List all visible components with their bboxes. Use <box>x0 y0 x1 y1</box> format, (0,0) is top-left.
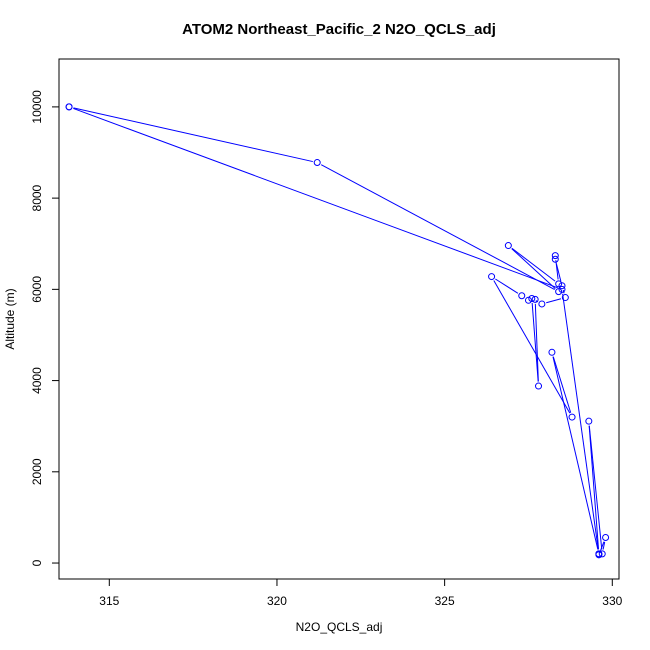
series-segment <box>555 260 559 280</box>
y-tick-label: 6000 <box>30 276 44 303</box>
y-axis: 0 2000 4000 6000 8000 10000 <box>30 90 60 566</box>
series-segment <box>562 293 599 550</box>
y-axis-label: Altitude (m) <box>3 288 17 349</box>
data-point <box>531 295 539 303</box>
data-point <box>561 294 569 302</box>
data-point <box>313 159 321 167</box>
x-tick-label: 330 <box>602 594 622 608</box>
data-points-group <box>65 103 610 559</box>
data-point <box>558 285 566 293</box>
series-segment <box>600 541 605 551</box>
data-point <box>535 382 543 390</box>
series-segment <box>495 278 519 294</box>
x-tick-label: 325 <box>435 594 455 608</box>
x-tick-label: 315 <box>99 594 119 608</box>
series-segment <box>588 425 603 550</box>
data-point <box>538 300 546 308</box>
chart-title: ATOM2 Northeast_Pacific_2 N2O_QCLS_adj <box>182 21 496 38</box>
data-point <box>504 242 512 250</box>
y-tick-label: 8000 <box>30 184 44 211</box>
series-segment <box>546 298 562 304</box>
series-segment <box>511 247 556 282</box>
data-point <box>595 550 603 558</box>
data-point <box>551 255 559 263</box>
series-segment <box>531 302 539 382</box>
x-tick-label: 320 <box>267 594 287 608</box>
y-tick-label: 4000 <box>30 367 44 394</box>
data-point <box>555 280 563 288</box>
data-point <box>602 533 610 541</box>
data-point <box>558 282 566 290</box>
series-segment <box>588 425 600 550</box>
x-axis: 315 320 325 330 <box>99 578 623 608</box>
data-point <box>585 417 593 425</box>
series-segment <box>73 107 313 163</box>
data-point <box>488 273 496 281</box>
series-segment <box>602 541 606 550</box>
data-point <box>518 292 526 300</box>
data-point <box>598 550 606 558</box>
series-segment <box>73 107 558 289</box>
data-point <box>528 294 536 302</box>
series-segment <box>320 164 555 290</box>
y-tick-label: 0 <box>30 559 44 566</box>
data-point <box>551 252 559 260</box>
data-point <box>568 413 576 421</box>
y-tick-label: 2000 <box>30 458 44 485</box>
y-tick-label: 10000 <box>30 90 44 124</box>
series-segment <box>552 356 572 413</box>
x-axis-label: N2O_QCLS_adj <box>296 620 383 634</box>
series-segment <box>493 280 571 414</box>
series-segment <box>511 248 556 289</box>
series-line-group <box>73 107 606 551</box>
data-point <box>65 103 73 111</box>
data-point <box>524 296 532 304</box>
series-segment <box>552 356 599 550</box>
series-segment <box>555 263 562 282</box>
series-segment <box>534 303 539 382</box>
data-point <box>548 348 556 356</box>
